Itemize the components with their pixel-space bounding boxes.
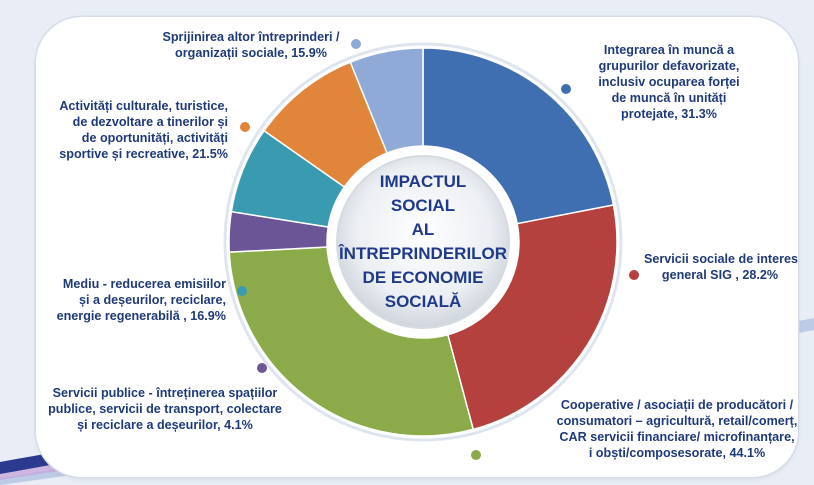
chart-title: IMPACTUL SOCIAL AL ÎNTREPRINDERILOR DE ECONO…: [334, 170, 512, 314]
slice-label-line: Sprijinirea altor întreprinderi /: [162, 30, 340, 44]
slice-label-1: Integrarea în muncă a grupurilor defavori…: [583, 42, 755, 122]
slice-marker-2: [629, 270, 639, 280]
slice-label-line: Activități culturale, turistice,: [59, 99, 228, 113]
slice-label-line: i obști/composesorate, 44.1%: [588, 446, 766, 460]
slice-label-line: energie regenerabilă , 16.9%: [56, 309, 226, 323]
chart-title-line: AL: [411, 220, 435, 239]
slice-label-line: Integrarea în muncă a: [603, 43, 735, 57]
slice-label-line: organizații sociale, 15.9%: [175, 46, 327, 60]
outer-ring: [223, 42, 623, 442]
slice-label-line: Mediu - reducerea emisiilor: [62, 277, 226, 291]
slice-label-line: și reciclare a deșeurilor, 4.1%: [77, 418, 253, 432]
slice-label-line: de dezvoltare a tinerilor și: [72, 115, 228, 129]
pie-slice-7: [349, 47, 424, 154]
slice-marker-5: [237, 286, 247, 296]
slice-marker-6: [240, 122, 250, 132]
slice-label-line: de oportunități, activități: [81, 131, 228, 145]
slice-label-line: grupurilor defavorizate,: [598, 59, 740, 73]
chart-title-line: IMPACTUL: [379, 172, 467, 191]
slice-label-line: sportive și recreative, 21.5%: [59, 147, 228, 161]
slice-label-5: Mediu - reducerea emisiilor și a deșeuril…: [48, 276, 226, 324]
pie-slice-2: [446, 204, 618, 431]
slice-marker-1: [561, 84, 571, 94]
slice-label-4: Servicii publice - întreținerea spațiilo…: [46, 385, 284, 433]
slice-marker-3: [471, 450, 481, 460]
chart-title-line: DE ECONOMIE: [362, 268, 484, 287]
slice-label-3: Cooperative / asociații de producători /…: [556, 397, 798, 461]
slice-label-line: publice, servicii de transport, colectar…: [48, 402, 282, 416]
pie-slice-1: [422, 47, 615, 225]
center-disc-inner: [336, 155, 510, 329]
pie-slice-3: [228, 246, 475, 437]
slice-label-line: Servicii sociale de interes: [644, 252, 799, 266]
chart-title-line: SOCIALĂ: [384, 292, 462, 311]
slice-label-line: inclusiv ocuparea forței: [598, 75, 740, 89]
slice-marker-7: [351, 39, 361, 49]
slice-label-line: general SIG , 28.2%: [661, 268, 779, 282]
slice-marker-4: [257, 363, 267, 373]
chart-title-line: SOCIAL: [390, 196, 456, 215]
slice-label-line: și a deșeurilor, reciclare,: [78, 293, 226, 307]
slice-label-7: Sprijinirea altor întreprinderi / organiz…: [152, 29, 350, 61]
slice-label-line: de muncă în unități: [611, 91, 727, 105]
slice-label-line: Cooperative / asociații de producători /: [560, 398, 794, 412]
slice-label-6: Activități culturale, turistice, de dezvo…: [38, 98, 228, 162]
slice-label-line: Servicii publice - întreținerea spațiilo…: [52, 386, 278, 400]
slice-label-line: CAR servicii financiare/ microfinanțare,: [559, 430, 795, 444]
chart-title-line: ÎNTREPRINDERILOR: [338, 244, 508, 263]
slice-label-2: Servicii sociale de interes general SIG ,…: [644, 251, 799, 283]
slice-label-line: protejate, 31.3%: [621, 107, 717, 121]
slice-label-line: consumatori – agricultură, retail/comerț…: [556, 414, 798, 428]
